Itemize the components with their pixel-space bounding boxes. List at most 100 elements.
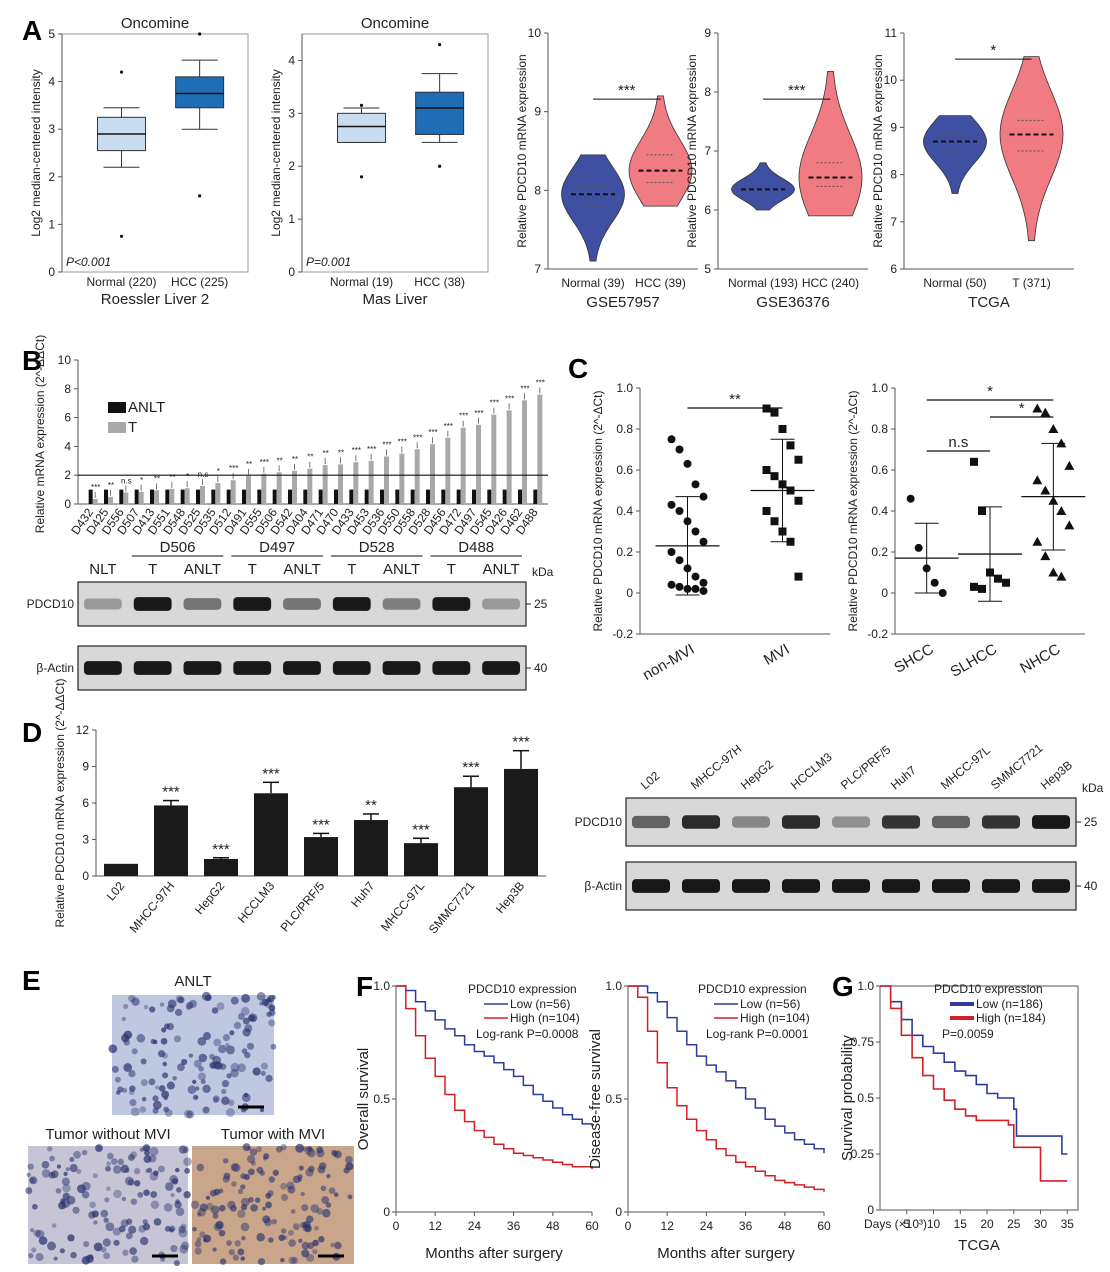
ihc-nucleus: [345, 1155, 353, 1164]
barB-bar-t: [276, 472, 282, 504]
ihc-nucleus: [176, 1187, 182, 1193]
ihc-nucleus: [92, 1173, 98, 1179]
violin-y-tick-label: 6: [890, 262, 897, 276]
barB-bar-t: [460, 427, 466, 504]
dot-point: [906, 494, 915, 503]
ihc-nucleus: [248, 1168, 255, 1176]
km-x-tick-label: 12: [661, 1219, 675, 1233]
panel-letter-a: A: [22, 15, 42, 46]
blot-band: [982, 815, 1020, 829]
violin-dataset-label: TCGA: [968, 294, 1010, 311]
blot-protein-label: PDCD10: [575, 815, 623, 829]
ihc-nucleus: [240, 1006, 250, 1016]
barB-bar-anlt: [364, 489, 369, 504]
dot-point: [1040, 407, 1051, 417]
ihc-nucleus: [170, 1193, 175, 1198]
ihc-nucleus: [188, 999, 198, 1008]
km-y-tick-label: 0: [615, 1205, 622, 1219]
ihc-nucleus: [328, 1187, 336, 1195]
ihc-nucleus: [230, 1163, 239, 1172]
ihc-nucleus: [153, 1218, 162, 1226]
dot-point: [778, 425, 787, 433]
box-category-label: Normal (220): [87, 275, 157, 289]
ihc-nucleus: [347, 1194, 353, 1200]
blot-band: [133, 661, 172, 675]
barB-bar-anlt: [288, 489, 292, 504]
dot-point: [794, 572, 803, 581]
ihc-nucleus: [231, 1163, 241, 1173]
ihc-nucleus: [111, 1065, 119, 1073]
ihc-nucleus: [288, 1256, 296, 1265]
blot-protein-label: PDCD10: [27, 597, 75, 611]
ihc-nucleus: [118, 1225, 126, 1233]
violin-category-label: T (371): [1012, 276, 1050, 290]
blot-band: [682, 815, 720, 829]
dot-ylabel: Relative PDCD10 mRNA expression (2^-ΔCt): [591, 390, 605, 631]
ihc-nucleus: [148, 1154, 157, 1163]
barB-bar-anlt: [211, 489, 216, 504]
dot-point: [978, 584, 986, 593]
barD-bar: [254, 793, 288, 876]
ihc-nucleus: [190, 1200, 200, 1210]
ihc-nucleus: [155, 1085, 160, 1090]
blot-band: [932, 879, 970, 893]
ihc-nucleus: [194, 1247, 202, 1255]
ihc-nucleus: [272, 1169, 280, 1176]
dot-y-tick-label: 0.2: [871, 545, 888, 559]
ihc-nucleus: [164, 1225, 171, 1232]
barB-bar-anlt: [518, 489, 522, 504]
ihc-nucleus: [223, 1172, 231, 1180]
dot-point: [1002, 578, 1010, 587]
ihc-nucleus: [265, 1192, 272, 1199]
ihc-nucleus: [142, 1223, 151, 1231]
blot-band: [632, 879, 670, 893]
ihc-nucleus: [140, 1079, 148, 1087]
barD-category-label: Hep3B: [493, 879, 527, 916]
ihc-nucleus: [140, 1058, 147, 1065]
barB-bar-t: [430, 444, 435, 504]
barB-sig-label: **: [338, 448, 344, 457]
ihc-nucleus: [62, 1183, 71, 1193]
dot-point: [1040, 485, 1051, 495]
ihc-nucleus: [41, 1160, 50, 1169]
dot-point: [675, 582, 684, 591]
blot-band: [332, 597, 371, 611]
ihc-nucleus: [128, 1069, 136, 1078]
ihc-nucleus: [205, 1195, 210, 1200]
ihc-nucleus: [129, 1247, 137, 1255]
box-outlier: [119, 70, 124, 74]
violin-shape: [628, 95, 693, 207]
barB-sig-label: **: [292, 455, 298, 464]
ihc-nucleus: [130, 1198, 138, 1205]
ihc-nucleus: [302, 1146, 308, 1152]
violin-category-label: HCC (39): [635, 276, 686, 290]
barB-sig-label: ***: [536, 379, 545, 388]
ihc-nucleus: [187, 1085, 197, 1095]
ihc-nucleus: [212, 1213, 219, 1219]
ihc-nucleus: [312, 1239, 319, 1247]
barB-bar-anlt: [472, 489, 476, 504]
km-x-tick-label: 48: [778, 1219, 792, 1233]
ihc-label-anlt: ANLT: [174, 973, 211, 990]
violin-dataset-label: GSE57957: [586, 294, 659, 311]
blot-band: [1032, 815, 1070, 829]
violin-shape: [999, 56, 1064, 242]
dot-point: [699, 537, 708, 546]
barB-sig-label: **: [277, 456, 283, 465]
ihc-nucleus: [106, 1186, 111, 1191]
ihc-nucleus: [180, 1241, 190, 1250]
dot-point: [994, 574, 1002, 583]
ihc-nucleus: [265, 1201, 272, 1209]
blots-layer: PDCD10 25 β-Actin 40 kDa NLT T ANLT T ANLT T ANLT T A…: [27, 539, 1104, 911]
ihc-nucleus: [230, 996, 239, 1005]
barB-bar-t: [414, 449, 420, 504]
barB-sig-label: ***: [352, 446, 361, 455]
ihc-nucleus: [199, 1203, 208, 1212]
barB-sig-label: **: [108, 481, 114, 490]
box-plot-y-tick-label: 3: [288, 106, 295, 120]
dot-category-label: SLHCC: [947, 641, 1000, 681]
barD-bar: [104, 863, 138, 876]
km-legend-title: PDCD10 expression: [698, 982, 807, 996]
ihc-nucleus: [104, 1197, 110, 1203]
ihc-nucleus: [41, 1169, 51, 1178]
